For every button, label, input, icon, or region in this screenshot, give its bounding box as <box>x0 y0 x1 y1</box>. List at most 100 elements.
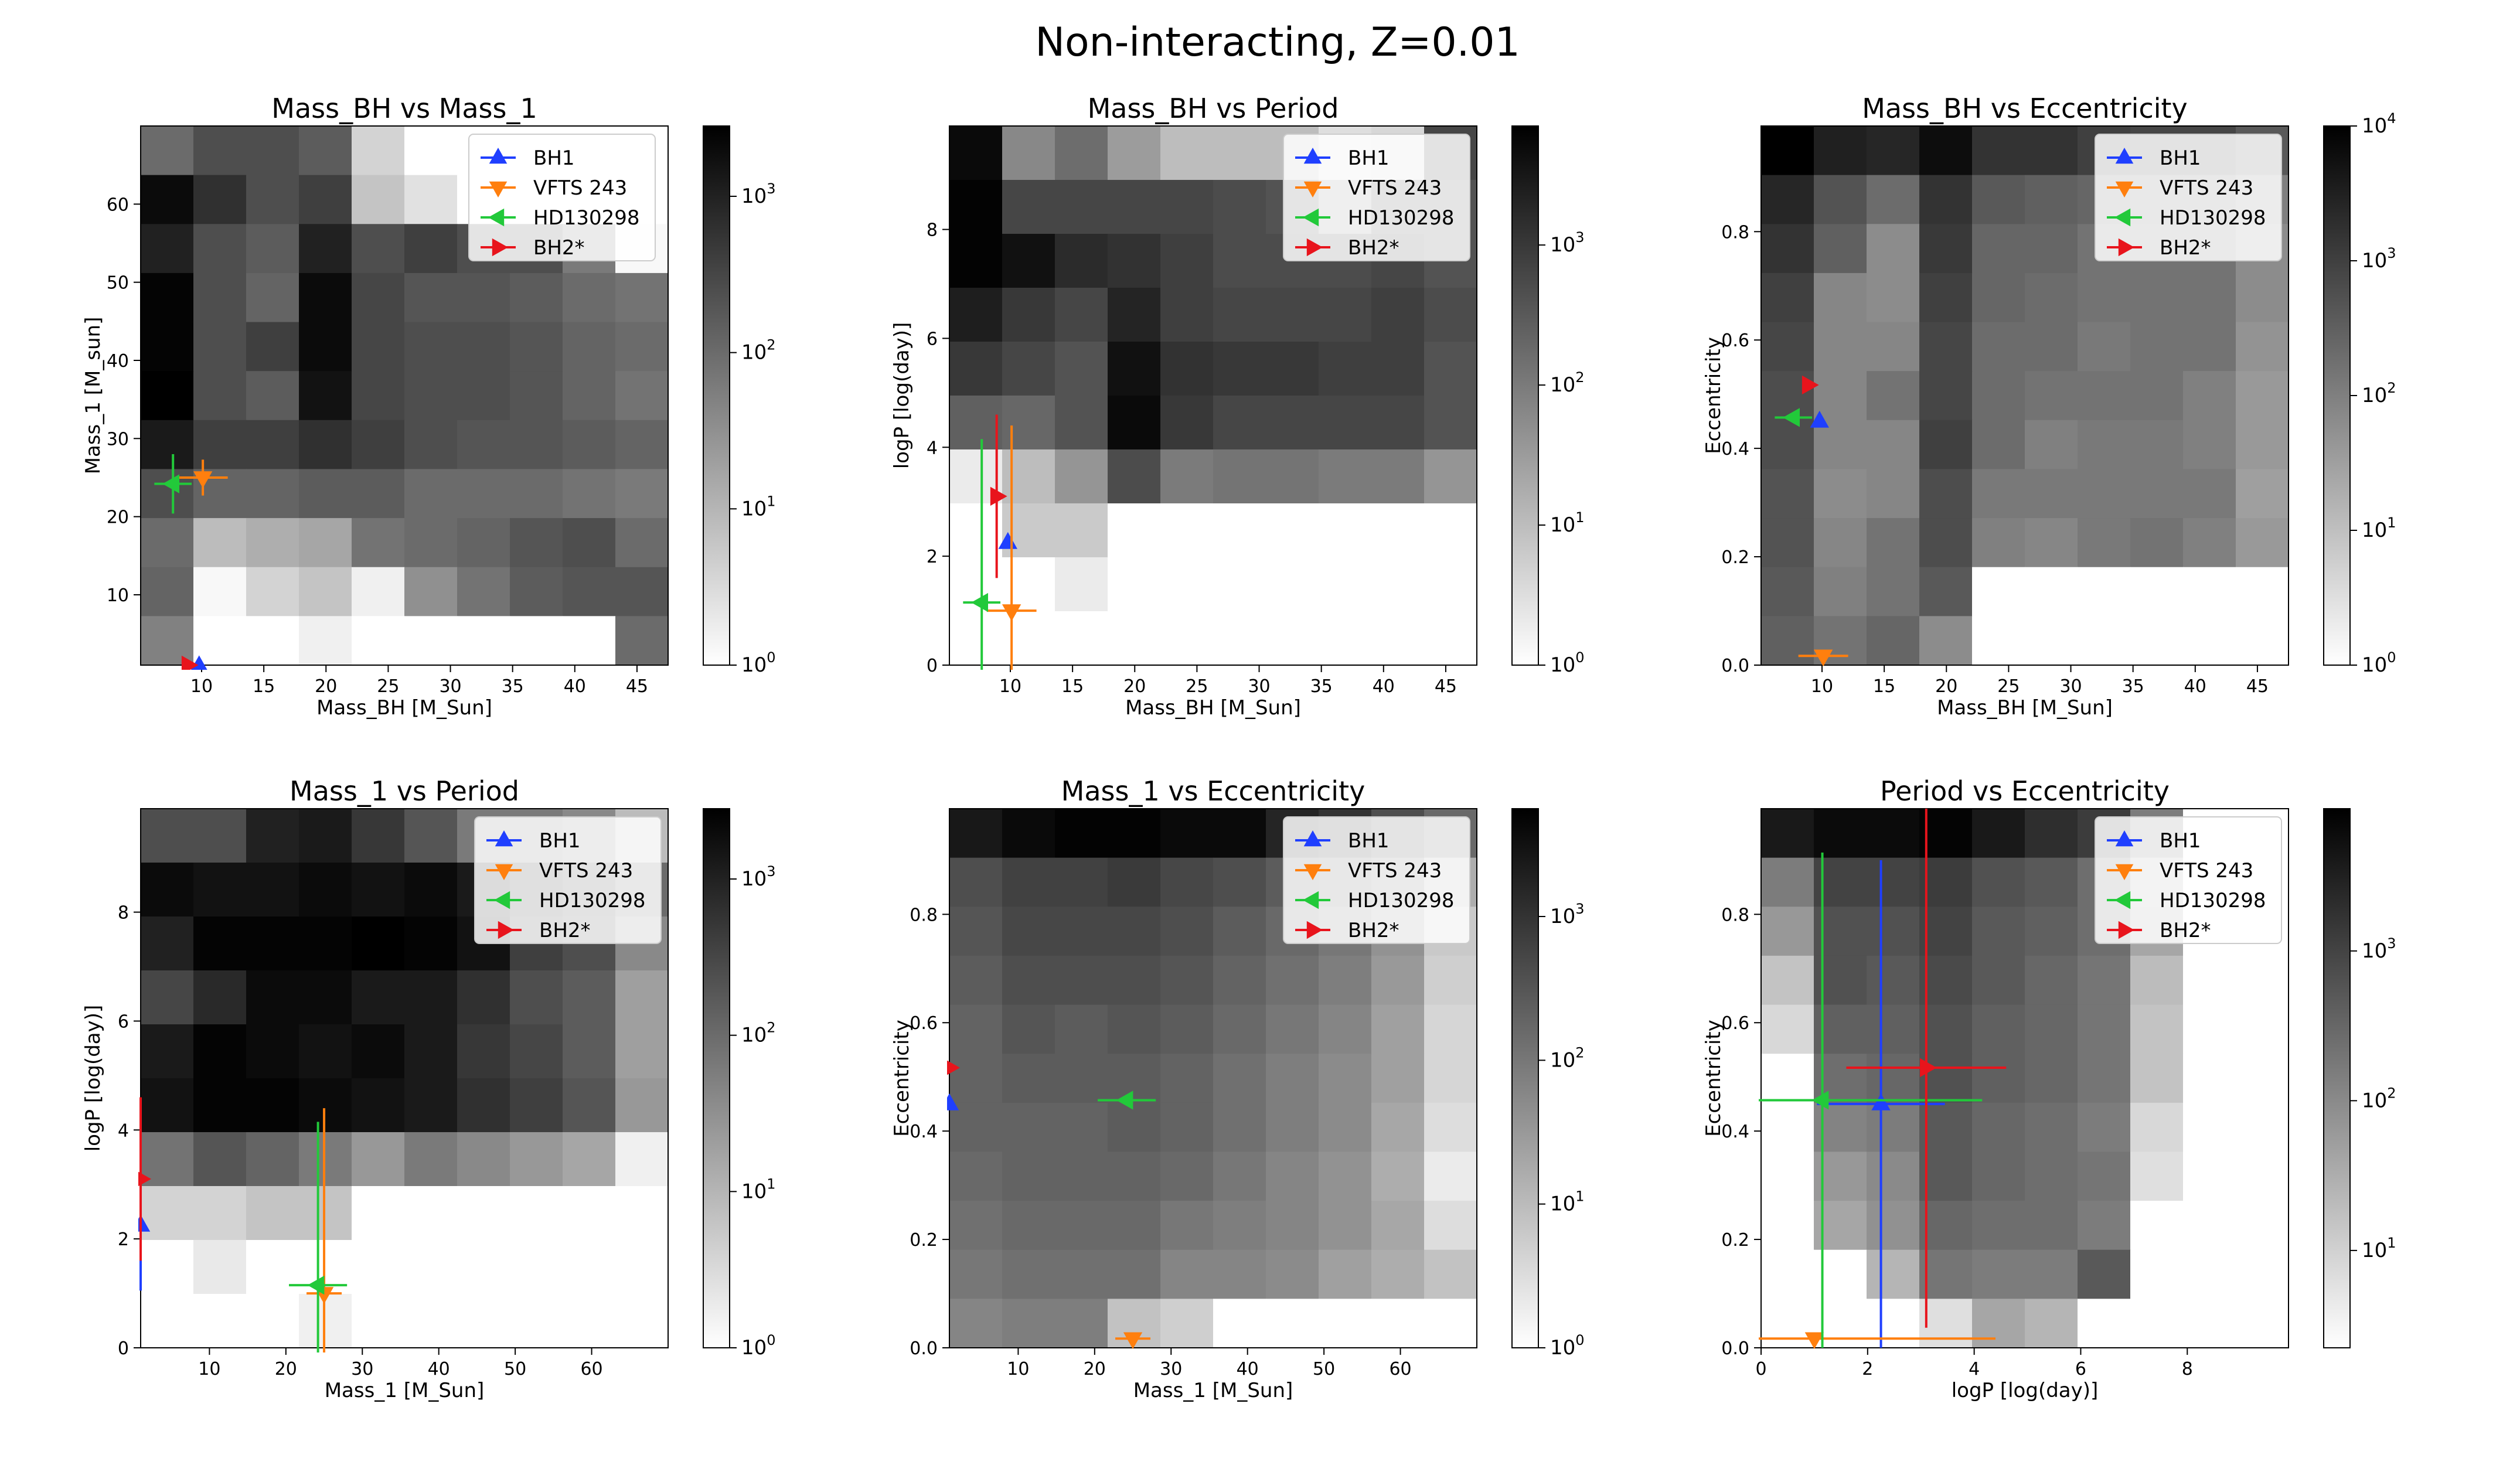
subplot-title: Mass_BH vs Eccentricity <box>1862 93 2188 124</box>
heatmap-cell <box>1108 1151 1161 1201</box>
heatmap-cell <box>1055 1102 1108 1153</box>
heatmap-cell <box>1002 126 1055 180</box>
heatmap-cell <box>1108 857 1161 907</box>
legend-marker <box>494 891 510 909</box>
heatmap-cell <box>1319 396 1372 450</box>
heatmap-cell <box>1814 126 1867 176</box>
axes-frame <box>140 125 669 666</box>
heatmap-cell <box>949 1004 1003 1054</box>
heatmap-cell <box>299 863 352 917</box>
heatmap-cell <box>1108 503 1161 558</box>
legend-marker <box>2115 148 2134 164</box>
heatmap-cell <box>1108 342 1161 396</box>
heatmap-cell <box>246 126 299 176</box>
heatmap-cell <box>2183 1249 2236 1299</box>
heatmap-cell <box>1055 126 1108 180</box>
legend: BH1 VFTS 243 HD130298 BH2* <box>474 816 662 944</box>
legend-marker <box>2115 830 2134 847</box>
heatmap-cell <box>949 1299 1003 1348</box>
x-axis-label: Mass_1 [M_Sun] <box>325 1379 485 1402</box>
heatmap-cell <box>1867 469 1920 519</box>
heatmap-cell <box>2078 567 2131 616</box>
heatmap-cell <box>1002 396 1055 450</box>
heatmap-cell <box>1319 1249 1372 1299</box>
heatmap-cell <box>193 126 247 176</box>
x-axis-label: Mass_BH [M_Sun] <box>316 696 492 720</box>
legend-marker <box>498 921 514 939</box>
heatmap-cell <box>510 518 563 568</box>
heatmap-cell <box>949 1054 1003 1103</box>
x-axis-label: Mass_1 [M_Sun] <box>1133 1379 1293 1402</box>
colorbar-tick-label: 100 <box>741 649 776 677</box>
heatmap-cell <box>2236 567 2289 616</box>
heatmap-cell <box>949 611 1003 666</box>
y-tick-label: 20 <box>107 507 129 528</box>
heatmap-cell <box>352 1294 405 1348</box>
heatmap-cell <box>510 469 563 519</box>
legend: BH1 VFTS 243 HD130298 BH2* <box>2095 134 2282 261</box>
heatmap-cell <box>299 567 352 616</box>
y-axis-label: Eccentricity <box>1702 1020 1725 1137</box>
y-axis-label: logP [log(day)] <box>81 1005 105 1152</box>
x-tick-label: 30 <box>351 1359 373 1379</box>
x-tick-label: 35 <box>1310 676 1333 697</box>
heatmap-cell <box>2236 518 2289 568</box>
heatmap-cell <box>1867 371 1920 421</box>
heatmap-cell <box>2130 1201 2184 1251</box>
heatmap-cell <box>246 970 299 1025</box>
heatmap-cell <box>1160 557 1214 612</box>
heatmap-cell <box>457 1024 510 1079</box>
x-tick-label: 40 <box>428 1359 450 1379</box>
heatmap-cell <box>2183 1054 2236 1103</box>
heatmap-cell <box>615 1132 669 1187</box>
heatmap-cell <box>615 518 669 568</box>
colorbar-tick-label: 102 <box>741 337 776 364</box>
data-point-vfts-243 <box>1813 649 1833 667</box>
heatmap-cell <box>299 272 352 323</box>
heatmap-cell <box>2236 272 2289 323</box>
heatmap-cell <box>1266 1004 1319 1054</box>
data-point-bh2- <box>138 1171 151 1187</box>
heatmap-cell <box>1424 611 1477 666</box>
heatmap-cell <box>1867 616 1920 666</box>
heatmap-cell <box>510 371 563 421</box>
heatmap-cell <box>1213 955 1266 1006</box>
data-point-hd130298 <box>1811 1091 1829 1110</box>
heatmap-cell <box>141 1132 194 1187</box>
x-tick-label: 8 <box>2182 1359 2193 1379</box>
x-tick-label: 50 <box>504 1359 526 1379</box>
heatmap-cell <box>563 1240 616 1294</box>
heatmap-cell <box>352 420 405 470</box>
heatmap-cell <box>1867 126 1920 176</box>
heatmap-cell <box>299 420 352 470</box>
subplot-title: Mass_BH vs Mass_1 <box>271 93 537 124</box>
heatmap-cell <box>1002 449 1055 504</box>
heatmap-cell <box>457 616 510 666</box>
heatmap-cell <box>1972 224 2025 274</box>
heatmap-cell <box>1002 234 1055 288</box>
colorbar-tick-label: 104 <box>2362 110 2396 138</box>
heatmap-cell <box>352 322 405 372</box>
heatmap-cell <box>1055 1054 1108 1103</box>
heatmap-cell <box>2025 1249 2078 1299</box>
heatmap-cell <box>563 1186 616 1241</box>
heatmap-cell <box>615 616 669 666</box>
heatmap-cell <box>2236 322 2289 372</box>
heatmap-cell <box>1919 371 1973 421</box>
heatmap-cell <box>563 371 616 421</box>
heatmap-cell <box>1319 1004 1372 1054</box>
x-tick-label: 35 <box>2122 676 2144 697</box>
legend: BH1 VFTS 243 HD130298 BH2* <box>2095 816 2282 944</box>
y-tick-label: 0.2 <box>910 1230 938 1251</box>
heatmap-cell <box>1160 1201 1214 1251</box>
heatmap-cell <box>1919 1299 1973 1348</box>
heatmap-cell <box>615 322 669 372</box>
heatmap-cell <box>615 371 669 421</box>
heatmap-cell <box>2183 272 2236 323</box>
heatmap-cell <box>949 288 1003 342</box>
data-points <box>947 1060 1156 1350</box>
heatmap-cell <box>457 1294 510 1348</box>
heatmap-cell <box>1761 567 1814 616</box>
heatmap-cell <box>1319 288 1372 342</box>
